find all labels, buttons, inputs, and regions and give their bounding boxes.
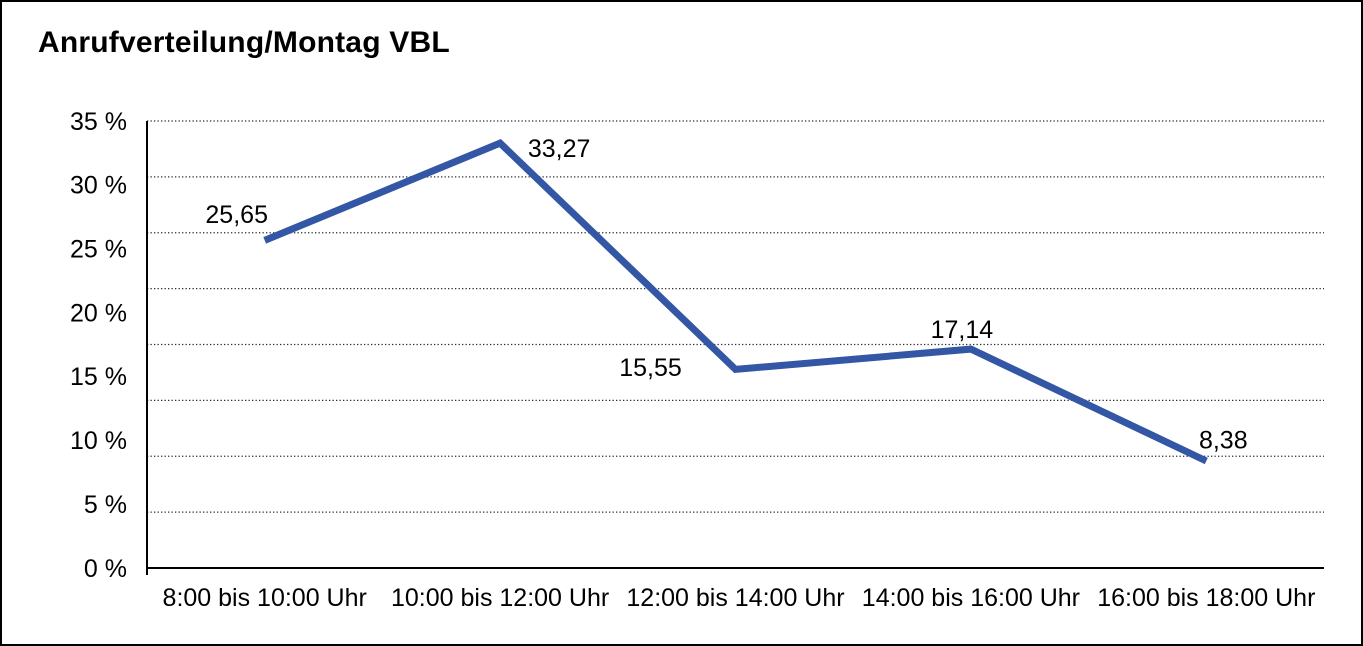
y-tick-label: 35 % [70, 108, 127, 136]
y-tick-label: 20 % [70, 299, 127, 327]
data-line [263, 138, 1208, 465]
data-point-label: 25,65 [205, 201, 268, 229]
data-point-label: 15,55 [619, 354, 682, 382]
x-category-label: 8:00 bis 10:00 Uhr [163, 584, 367, 612]
data-point-label: 17,14 [931, 316, 994, 344]
y-tick-label: 0 % [84, 555, 127, 583]
data-point-label: 33,27 [528, 135, 591, 163]
chart-title: Anrufverteilung/Montag VBL [38, 26, 450, 59]
y-tick-label: 30 % [70, 172, 127, 200]
y-tick-label: 15 % [70, 363, 127, 391]
x-category-label: 16:00 bis 18:00 Uhr [1097, 584, 1315, 612]
x-category-label: 10:00 bis 12:00 Uhr [391, 584, 609, 612]
x-category-label: 14:00 bis 16:00 Uhr [862, 584, 1080, 612]
x-category-label: 12:00 bis 14:00 Uhr [626, 584, 844, 612]
y-tick-label: 5 % [84, 491, 127, 519]
y-tick-label: 10 % [70, 427, 127, 455]
y-tick-label: 25 % [70, 235, 127, 263]
data-point-label: 8,38 [1199, 427, 1248, 455]
